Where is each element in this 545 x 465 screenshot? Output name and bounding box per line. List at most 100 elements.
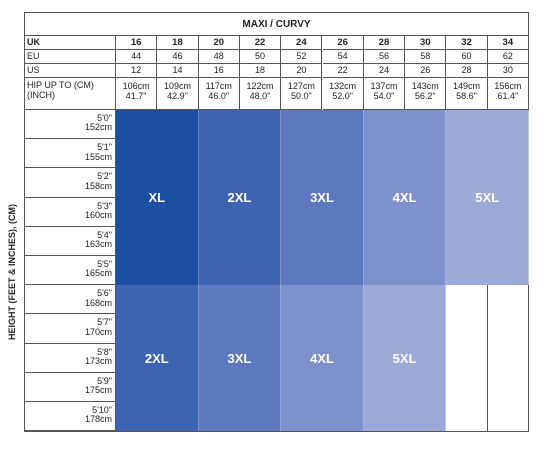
us-value: 28 <box>446 64 488 78</box>
height-feet: 5'6" <box>97 288 112 299</box>
hip-cm: 137cm <box>370 81 398 91</box>
size-block-upper: 2XL <box>198 110 282 286</box>
hip-value: 127cm 50.0" <box>281 78 323 110</box>
height-feet: 5'10" <box>92 405 112 415</box>
hip-cm: 117cm <box>205 81 232 91</box>
height-row-label: 5'1" 155cm <box>24 139 116 169</box>
hip-inch: 41.7" <box>125 90 147 101</box>
height-row-label: 5'5" 165cm <box>24 256 116 286</box>
height-row-label: 5'3" 160cm <box>24 197 116 227</box>
height-row-label: 5'4" 163cm <box>24 226 116 256</box>
height-feet: 5'4" <box>97 229 112 240</box>
hip-cm: 143cm <box>411 81 439 91</box>
hip-value: 156cm 61.4" <box>487 78 529 110</box>
height-row-label: 5'2" 158cm <box>24 168 116 198</box>
height-feet: 5'5" <box>97 259 112 269</box>
eu-value: 62 <box>487 50 529 64</box>
hip-value: 117cm 46.0" <box>198 78 240 110</box>
eu-value: 58 <box>405 50 447 64</box>
uk-value: 20 <box>198 36 240 50</box>
eu-value: 54 <box>322 50 364 64</box>
height-axis-text: HEIGHT (FEET & INCHES), (CM) <box>7 204 17 340</box>
hip-inch: 42.9" <box>167 90 188 101</box>
row-label-eu: EU <box>24 50 116 64</box>
uk-value: 28 <box>363 36 406 50</box>
eu-value: 60 <box>446 50 488 64</box>
uk-value: 18 <box>157 36 199 50</box>
size-block-upper: 3XL <box>281 110 364 286</box>
hip-inch: 48.0" <box>249 90 271 101</box>
size-block-lower: 3XL <box>198 285 282 432</box>
row-label-hip: HIP UP TO (CM) (INCH) <box>24 78 116 110</box>
size-block-upper: 4XL <box>363 110 447 286</box>
hip-cm: 149cm <box>453 81 481 91</box>
height-row-label: 5'10" 178cm <box>24 402 116 432</box>
height-cm: 175cm <box>84 385 112 396</box>
hip-inch: 46.0" <box>208 90 230 101</box>
us-value: 20 <box>281 64 323 78</box>
height-row-label: 5'0" 152cm <box>24 110 116 140</box>
hip-value: 122cm 48.0" <box>239 78 282 110</box>
us-value: 30 <box>487 64 529 78</box>
hip-inch: 61.4" <box>497 90 519 101</box>
height-cm: 170cm <box>84 326 112 337</box>
eu-value: 50 <box>239 50 282 64</box>
height-feet: 5'7" <box>97 317 112 328</box>
height-row-label: 5'7" 170cm <box>24 314 116 344</box>
hip-cm: 122cm <box>246 81 274 91</box>
height-cm: 152cm <box>84 122 112 133</box>
hip-inch: 50.0" <box>290 90 312 101</box>
size-block-upper: XL <box>116 110 199 286</box>
eu-value: 48 <box>198 50 240 64</box>
hip-value: 106cm 41.7" <box>116 78 158 110</box>
eu-value: 56 <box>363 50 406 64</box>
uk-value: 34 <box>487 36 529 50</box>
hip-value: 137cm 54.0" <box>363 78 406 110</box>
hip-inch: 56.2" <box>414 90 436 101</box>
hip-cm: 106cm <box>122 81 150 91</box>
height-feet: 5'2" <box>97 171 112 182</box>
height-cm: 163cm <box>84 239 112 250</box>
hip-cm: 127cm <box>287 81 315 91</box>
hip-value: 149cm 58.6" <box>446 78 488 110</box>
us-value: 12 <box>116 64 158 78</box>
height-cm: 168cm <box>84 297 112 308</box>
uk-value: 22 <box>239 36 282 50</box>
uk-value: 32 <box>446 36 488 50</box>
height-feet: 5'1" <box>97 142 112 153</box>
size-block-upper: 5XL <box>446 110 529 286</box>
us-value: 16 <box>198 64 240 78</box>
size-block-lower: 4XL <box>281 285 364 432</box>
height-cm: 155cm <box>84 151 112 162</box>
hip-inch: 58.6" <box>456 90 477 101</box>
us-value: 26 <box>405 64 447 78</box>
hip-inch: 52.0" <box>332 90 353 101</box>
height-cm: 178cm <box>84 414 112 425</box>
hip-value: 143cm 56.2" <box>405 78 447 110</box>
height-feet: 5'3" <box>97 200 112 211</box>
height-feet: 5'8" <box>97 346 112 357</box>
uk-value: 24 <box>281 36 323 50</box>
us-value: 22 <box>322 64 364 78</box>
height-axis-label: HEIGHT (FEET & INCHES), (CM) <box>0 112 24 432</box>
uk-value: 16 <box>116 36 158 50</box>
hip-cm: 109cm <box>163 81 191 91</box>
size-block-lower: 5XL <box>363 285 447 432</box>
height-feet: 5'0" <box>97 113 112 123</box>
uk-value: 30 <box>405 36 447 50</box>
row-label-us: US <box>24 64 116 78</box>
row-label-uk: UK <box>24 36 116 50</box>
height-row-label: 5'8" 173cm <box>24 343 116 373</box>
height-cm: 165cm <box>84 268 112 279</box>
hip-value: 109cm 42.9" <box>157 78 199 110</box>
us-value: 24 <box>363 64 406 78</box>
chart-title: MAXI / CURVY <box>24 12 529 36</box>
hip-inch: 54.0" <box>373 90 395 101</box>
height-cm: 158cm <box>84 180 112 191</box>
height-cm: 173cm <box>84 356 112 367</box>
uk-value: 26 <box>322 36 364 50</box>
height-cm: 160cm <box>84 210 112 221</box>
eu-value: 52 <box>281 50 323 64</box>
hip-cm: 132cm <box>329 81 357 91</box>
